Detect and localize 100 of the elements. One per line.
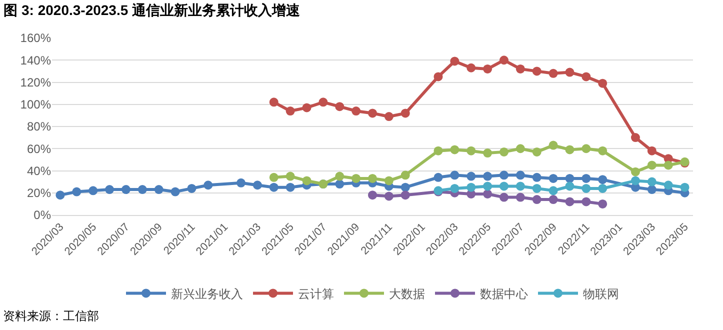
point xyxy=(532,195,542,204)
point xyxy=(450,145,460,154)
point xyxy=(598,146,608,156)
y-tick-label: 120% xyxy=(20,75,52,90)
point xyxy=(532,66,542,76)
point xyxy=(466,172,476,181)
point xyxy=(466,182,476,192)
point xyxy=(286,172,295,181)
point xyxy=(582,184,591,193)
point xyxy=(400,182,410,192)
text: 资料来源：工信部 xyxy=(3,309,99,323)
point xyxy=(204,180,213,190)
point xyxy=(516,170,525,180)
point xyxy=(368,174,377,183)
point xyxy=(516,192,525,202)
point xyxy=(384,176,394,186)
point xyxy=(664,180,673,190)
point xyxy=(434,72,443,82)
point xyxy=(400,170,410,180)
point xyxy=(630,176,640,186)
point xyxy=(532,184,542,193)
point xyxy=(335,180,344,189)
point xyxy=(302,176,312,186)
point xyxy=(466,146,476,156)
point xyxy=(548,174,558,183)
point xyxy=(598,78,608,88)
y-tick-label: 140% xyxy=(20,53,52,68)
y-tick-label: 20% xyxy=(26,186,52,200)
point xyxy=(680,182,690,192)
point xyxy=(450,184,460,193)
point xyxy=(384,192,394,201)
point xyxy=(582,144,591,154)
point xyxy=(516,64,525,74)
point xyxy=(565,174,574,183)
point xyxy=(582,72,591,82)
point xyxy=(598,184,608,193)
point xyxy=(138,185,147,194)
point xyxy=(499,147,508,156)
point xyxy=(466,63,476,72)
point xyxy=(450,170,460,180)
point xyxy=(384,112,394,122)
point xyxy=(88,186,98,196)
y-tick-label: 60% xyxy=(26,142,52,156)
legend-label: 大数据 xyxy=(389,286,425,301)
point xyxy=(400,190,410,200)
point xyxy=(170,187,180,196)
y-tick-label: 40% xyxy=(26,164,52,178)
point xyxy=(252,180,262,190)
point xyxy=(269,182,278,192)
point xyxy=(368,108,377,118)
chart-title: 图 3: 2020.3-2023.5 通信业新业务累计收入增速 xyxy=(4,2,302,18)
point xyxy=(516,182,525,191)
legend-label: 物联网 xyxy=(583,286,619,301)
point xyxy=(598,175,608,184)
point xyxy=(187,184,196,193)
point xyxy=(565,145,574,154)
point xyxy=(532,147,542,156)
point xyxy=(647,185,656,194)
point xyxy=(483,182,492,191)
point xyxy=(548,68,558,78)
point xyxy=(335,102,344,112)
point xyxy=(434,172,443,182)
point xyxy=(105,185,114,194)
point xyxy=(236,178,246,188)
point xyxy=(269,98,278,107)
point xyxy=(598,199,608,208)
point xyxy=(499,170,508,180)
point xyxy=(582,197,591,206)
point xyxy=(647,177,656,186)
point xyxy=(565,197,574,206)
point xyxy=(352,174,361,183)
point xyxy=(548,186,558,196)
point xyxy=(368,190,377,200)
y-tick-label: 160% xyxy=(20,31,52,46)
point xyxy=(548,195,558,204)
point xyxy=(335,172,344,181)
point xyxy=(630,167,640,176)
point xyxy=(72,187,82,196)
point xyxy=(532,172,542,182)
point xyxy=(499,182,508,191)
point xyxy=(647,160,656,170)
point xyxy=(499,192,508,202)
point xyxy=(154,185,164,194)
point xyxy=(630,133,640,142)
legend-label: 云计算 xyxy=(298,286,334,301)
point xyxy=(286,106,295,116)
legend-label: 数据中心 xyxy=(480,286,528,301)
point xyxy=(352,106,361,116)
point xyxy=(483,148,492,158)
point xyxy=(318,98,328,107)
point xyxy=(302,103,312,112)
point xyxy=(483,64,492,74)
point xyxy=(565,182,574,191)
point xyxy=(56,190,65,200)
point xyxy=(647,146,656,156)
y-tick-label: 0% xyxy=(34,208,52,222)
point xyxy=(286,182,295,192)
point xyxy=(565,68,574,77)
point xyxy=(400,108,410,118)
point xyxy=(434,146,443,156)
